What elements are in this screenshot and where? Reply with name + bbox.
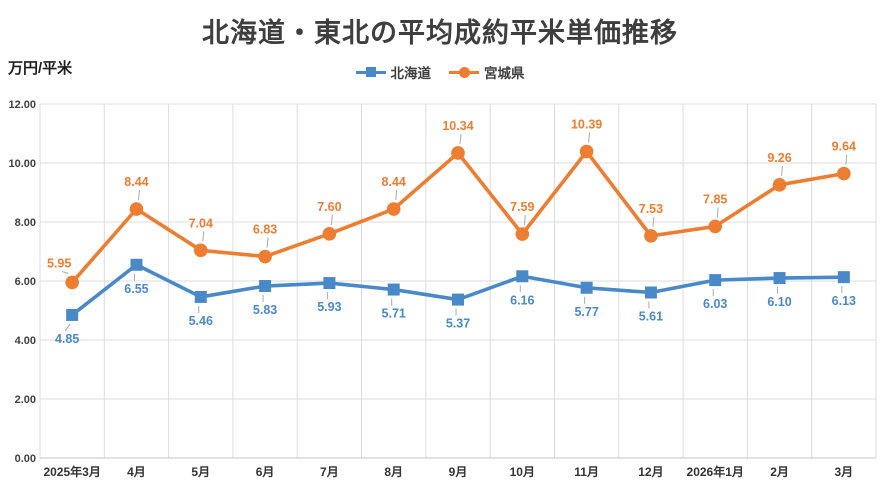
x-axis-label: 2026年1月 bbox=[687, 464, 744, 479]
data-label-hokkaido: 6.55 bbox=[124, 282, 148, 296]
data-label-leader-line bbox=[781, 165, 784, 176]
legend-item-hokkaido[interactable]: 北海道 bbox=[355, 62, 432, 82]
data-point-marker-miyagi bbox=[129, 202, 144, 216]
x-axis-label: 7月 bbox=[320, 465, 339, 479]
data-point-marker-miyagi bbox=[386, 202, 401, 216]
data-label-miyagi: 7.59 bbox=[510, 200, 534, 214]
x-axis-label: 10月 bbox=[510, 465, 535, 479]
data-label-miyagi: 9.64 bbox=[832, 140, 856, 154]
data-label-leader-line bbox=[459, 133, 462, 145]
data-label-leader-line bbox=[202, 231, 205, 242]
data-label-miyagi: 10.34 bbox=[442, 119, 473, 133]
data-label-hokkaido: 6.13 bbox=[832, 294, 856, 308]
data-label-leader-line bbox=[330, 214, 333, 225]
data-point-marker-hokkaido bbox=[773, 272, 786, 285]
data-label-hokkaido: 5.61 bbox=[639, 310, 663, 324]
x-axis-label: 4月 bbox=[127, 465, 146, 479]
y-tick-label: 4.00 bbox=[15, 335, 36, 347]
data-label-miyagi: 7.60 bbox=[317, 200, 341, 214]
legend-label: 宮城県 bbox=[484, 66, 525, 81]
data-point-marker-miyagi bbox=[708, 219, 723, 234]
data-point-marker-hokkaido bbox=[323, 277, 336, 290]
x-axis-label: 5月 bbox=[191, 465, 210, 479]
data-label-hokkaido: 5.71 bbox=[382, 307, 406, 321]
x-axis-label: 3月 bbox=[835, 465, 854, 479]
data-label-hokkaido: 6.10 bbox=[767, 295, 791, 309]
x-axis-label: 11月 bbox=[574, 465, 599, 479]
data-point-marker-hokkaido bbox=[580, 281, 593, 294]
y-tick-label: 12.00 bbox=[8, 99, 36, 111]
x-axis-label: 12月 bbox=[638, 465, 663, 479]
data-point-marker-hokkaido bbox=[66, 308, 79, 321]
chart-title: 北海道・東北の平均成約平米単価推移 bbox=[202, 18, 678, 48]
x-axis-label: 2025年3月 bbox=[43, 464, 100, 479]
data-label-hokkaido: 4.85 bbox=[55, 332, 79, 346]
data-label-miyagi: 5.95 bbox=[47, 256, 71, 270]
data-point-marker-hokkaido bbox=[387, 283, 400, 296]
data-label-hokkaido: 5.46 bbox=[189, 314, 213, 328]
data-label-miyagi: 8.44 bbox=[382, 175, 406, 189]
data-label-miyagi: 7.04 bbox=[189, 216, 213, 230]
data-point-marker-miyagi bbox=[644, 229, 658, 243]
legend-label: 北海道 bbox=[390, 66, 432, 81]
chart-legend: 北海道 宮城県 bbox=[0, 62, 880, 82]
data-label-hokkaido: 5.77 bbox=[574, 305, 598, 319]
data-label-hokkaido: 5.93 bbox=[317, 300, 341, 314]
x-axis-label: 8月 bbox=[384, 465, 403, 479]
y-axis-unit-label: 万円/平米 bbox=[8, 60, 73, 77]
data-label-miyagi: 10.39 bbox=[571, 117, 602, 131]
data-label-leader-line bbox=[137, 189, 140, 201]
data-label-leader-line bbox=[64, 323, 71, 332]
x-axis-label: 2月 bbox=[770, 465, 789, 479]
y-tick-label: 0.00 bbox=[15, 453, 36, 465]
y-tick-label: 2.00 bbox=[15, 394, 36, 406]
data-label-hokkaido: 6.03 bbox=[703, 297, 727, 311]
data-label-hokkaido: 5.83 bbox=[253, 303, 277, 317]
data-label-miyagi: 6.83 bbox=[253, 223, 277, 237]
data-point-marker-miyagi bbox=[258, 249, 272, 264]
data-point-marker-miyagi bbox=[579, 144, 594, 159]
data-label-hokkaido: 5.37 bbox=[446, 317, 470, 331]
y-tick-label: 6.00 bbox=[15, 276, 36, 288]
data-point-marker-miyagi bbox=[193, 243, 208, 258]
data-label-miyagi: 9.26 bbox=[767, 151, 791, 165]
data-point-marker-miyagi bbox=[65, 275, 79, 290]
data-point-marker-hokkaido bbox=[194, 290, 207, 303]
data-label-leader-line bbox=[652, 216, 655, 227]
data-label-leader-line bbox=[266, 237, 269, 248]
data-point-marker-hokkaido bbox=[837, 271, 850, 284]
data-point-marker-miyagi bbox=[322, 227, 337, 241]
data-label-leader-line bbox=[845, 154, 848, 165]
data-point-marker-hokkaido bbox=[644, 286, 657, 299]
data-point-marker-miyagi bbox=[837, 166, 851, 181]
series-line-hokkaido bbox=[70, 262, 846, 317]
data-point-marker-hokkaido bbox=[516, 270, 529, 283]
y-tick-label: 10.00 bbox=[8, 158, 36, 170]
data-label-leader-line bbox=[588, 132, 591, 143]
legend-square-marker-icon bbox=[355, 65, 386, 79]
data-label-leader-line bbox=[716, 207, 719, 218]
data-point-marker-hokkaido bbox=[452, 293, 464, 306]
data-label-leader-line bbox=[523, 215, 526, 226]
y-tick-label: 8.00 bbox=[15, 217, 36, 229]
data-label-miyagi: 7.53 bbox=[639, 202, 663, 216]
data-label-miyagi: 8.44 bbox=[124, 175, 148, 189]
legend-circle-marker-icon bbox=[449, 65, 479, 79]
data-label-miyagi: 7.85 bbox=[703, 192, 727, 206]
legend-item-miyagi[interactable]: 宮城県 bbox=[449, 62, 525, 82]
data-label-leader-line bbox=[61, 271, 69, 274]
x-axis-label: 6月 bbox=[256, 465, 275, 479]
data-point-marker-hokkaido bbox=[709, 274, 722, 287]
data-point-marker-miyagi bbox=[451, 146, 465, 160]
data-point-marker-miyagi bbox=[772, 178, 787, 192]
x-axis-label: 9月 bbox=[449, 465, 468, 479]
data-point-marker-hokkaido bbox=[130, 258, 143, 271]
data-point-marker-hokkaido bbox=[259, 280, 272, 293]
data-point-marker-miyagi bbox=[515, 227, 530, 241]
data-label-leader-line bbox=[395, 189, 398, 201]
data-label-hokkaido: 6.16 bbox=[510, 293, 534, 307]
